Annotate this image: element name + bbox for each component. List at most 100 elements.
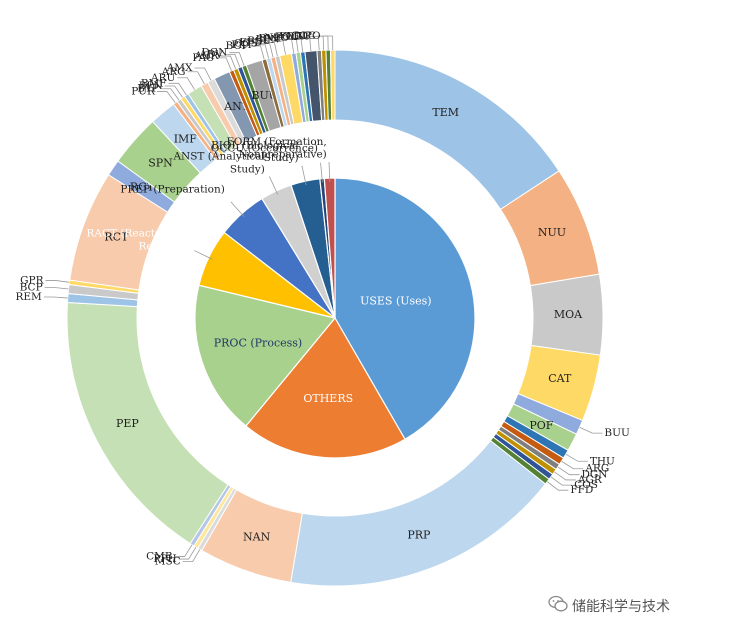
outer-label-agr-34: AGR xyxy=(194,50,220,62)
leader-line-arg-7 xyxy=(561,460,584,470)
outer-label-prp-12: PRP xyxy=(407,528,431,541)
leader-line-cmb-16 xyxy=(174,544,193,557)
inner-leader-occu-occurrence xyxy=(320,162,323,183)
outer-label-pep-17: PEP xyxy=(116,417,139,430)
outer-label-npo-50: NPO xyxy=(296,30,321,42)
inner-leader-biol-biological-study xyxy=(301,165,307,186)
inner-label-proc-process: PROC (Process) xyxy=(214,337,302,350)
outer-label-bmf-44: BMF xyxy=(258,33,284,45)
outer-label-imf-24: IMF xyxy=(174,132,198,145)
leader-line-byp-26 xyxy=(160,88,180,101)
inner-leader-anst-analytical-study xyxy=(269,176,279,195)
leader-line-agr-34 xyxy=(220,55,237,70)
leader-line-bmf-28 xyxy=(168,82,187,96)
outer-label-nuu-1: NUU xyxy=(538,226,566,239)
leader-line-bpn-27 xyxy=(164,85,183,98)
outer-label-cmb-16: CMB xyxy=(146,551,173,563)
outer-label-pac-33: PAC xyxy=(192,52,214,64)
leader-line-npo-50 xyxy=(322,35,334,51)
outer-label-byp-26: BYP xyxy=(137,83,159,95)
leader-line-bcp-19 xyxy=(44,287,69,290)
outer-label-amx-31: AMX xyxy=(166,62,193,74)
inner-slice-proc-process xyxy=(194,284,337,427)
outer-label-gpr-20: GPR xyxy=(20,274,44,286)
outer-label-bsu-42: BSU xyxy=(247,35,271,47)
leader-line-agr-9 xyxy=(554,471,576,481)
inner-label-anst-analytical-study: ANST (Analytical Study) xyxy=(172,151,265,176)
leader-line-amx-31 xyxy=(194,67,212,81)
inner-label-biol-biological-study: BIOL (Biological Study) xyxy=(211,139,299,164)
outer-slice-npo-50 xyxy=(329,49,336,121)
leader-line-bsu-42 xyxy=(272,40,286,55)
outer-label-ocu-48: OCU xyxy=(286,30,312,42)
inner-pie: USES (Uses) OTHERS PROC (Process) RACT (Rea… xyxy=(87,136,476,459)
leader-line-npo-45 xyxy=(290,37,304,53)
outer-ring: TEMNUUMOACATPOFPRPNANPEPRCTRGTSPNIMFANTB… xyxy=(15,30,630,587)
outer-label-thu-6: THU xyxy=(590,455,615,467)
leader-line-ffd-11 xyxy=(547,481,569,491)
outer-label-ffd-11: FFD xyxy=(570,484,593,496)
outer-label-bcp-19: BCP xyxy=(20,282,43,294)
watermark-text: 储能科学与技术 xyxy=(572,599,670,615)
inner-leader-ract-reactant-or-reagent xyxy=(194,250,213,260)
outer-label-rem-18: REM xyxy=(15,291,42,303)
inner-slice-uses-uses xyxy=(334,177,476,441)
outer-label-moa-2: MOA xyxy=(554,308,583,321)
leader-line-cos-10 xyxy=(550,476,573,486)
leader-line-bmf-44 xyxy=(286,38,299,53)
leader-line-cos-40 xyxy=(259,43,274,58)
leader-line-aru-29 xyxy=(177,77,195,90)
outer-label-dgn-36: DGN xyxy=(201,47,227,59)
outer-label-nan-13: NAN xyxy=(243,530,271,543)
outer-label-tem-0: TEM xyxy=(432,106,459,119)
outer-label-cat-3: CAT xyxy=(548,372,572,385)
wechat-icon xyxy=(548,595,568,612)
leader-line-dgn-8 xyxy=(557,466,580,476)
outer-label-cos-40: COS xyxy=(234,38,258,50)
outer-label-npo-45: NPO xyxy=(264,32,289,44)
outer-label-pol-46: POL xyxy=(275,31,298,43)
inner-label-prep-preparation: PREP (Preparation) xyxy=(120,183,224,195)
outer-label-arg-30: ARG xyxy=(161,66,186,78)
leader-line-bpn-43 xyxy=(281,38,295,54)
leader-line-pur-25 xyxy=(156,91,176,104)
inner-slice-others xyxy=(245,316,406,459)
inner-label-ract-reactant-or-reagent: RACT (Reactant or Reagent) xyxy=(87,228,188,253)
outer-label-aru-29: ARU xyxy=(150,72,175,84)
outer-label-goc-49: GOC xyxy=(291,30,316,42)
inner-leader-prep-preparation xyxy=(230,201,245,218)
outer-label-dgn-8: DGN xyxy=(581,469,607,481)
outer-label-buu-4: BUU xyxy=(604,427,630,439)
inner-label-form-formation-nonpreparative: FORM (Formation, Nonpreparative) xyxy=(227,136,327,161)
leader-line-arg-30 xyxy=(187,71,205,85)
inner-label-uses-uses: USES (Uses) xyxy=(360,295,432,308)
outer-label-rct-21: RCT xyxy=(104,230,129,243)
outer-label-bcp-38: BCP xyxy=(226,40,249,52)
leader-line-ffd-41 xyxy=(264,42,278,57)
outer-label-bpn-27: BPN xyxy=(139,80,163,92)
outer-label-arg-7: ARG xyxy=(584,463,609,475)
leader-line-buu-4 xyxy=(579,427,603,434)
outer-label-agr-9: AGR xyxy=(577,474,603,486)
outer-label-bpn-43: BPN xyxy=(256,33,280,45)
leader-line-pph-15 xyxy=(178,546,197,560)
outer-label-adv-35: ADV xyxy=(199,48,224,60)
inner-label-others: OTHERS xyxy=(303,392,353,405)
leader-line-adv-35 xyxy=(224,53,241,68)
leader-line-bcp-38 xyxy=(250,45,265,60)
leader-line-gpr-20 xyxy=(45,280,70,283)
outer-label-cos-10: COS xyxy=(574,479,598,491)
leader-line-pol-46 xyxy=(299,36,312,52)
inner-label-occu-occurrence: OCCU (Occurrence) xyxy=(211,143,318,155)
outer-label-msc-14: MSC xyxy=(155,555,181,567)
inner-leader-form-formation-nonpreparative xyxy=(328,162,331,183)
outer-label-ffd-41: FFD xyxy=(239,37,262,49)
leader-line-msc-14 xyxy=(182,549,201,562)
leader-line-pac-33 xyxy=(216,57,232,71)
leader-line-dgn-36 xyxy=(229,52,245,67)
outer-label-pof-5: POF xyxy=(529,419,553,432)
outer-label-pkt-39: PKT xyxy=(231,39,253,51)
leader-line-thu-6 xyxy=(565,453,588,462)
outer-label-pph-15: PPH xyxy=(153,553,176,565)
